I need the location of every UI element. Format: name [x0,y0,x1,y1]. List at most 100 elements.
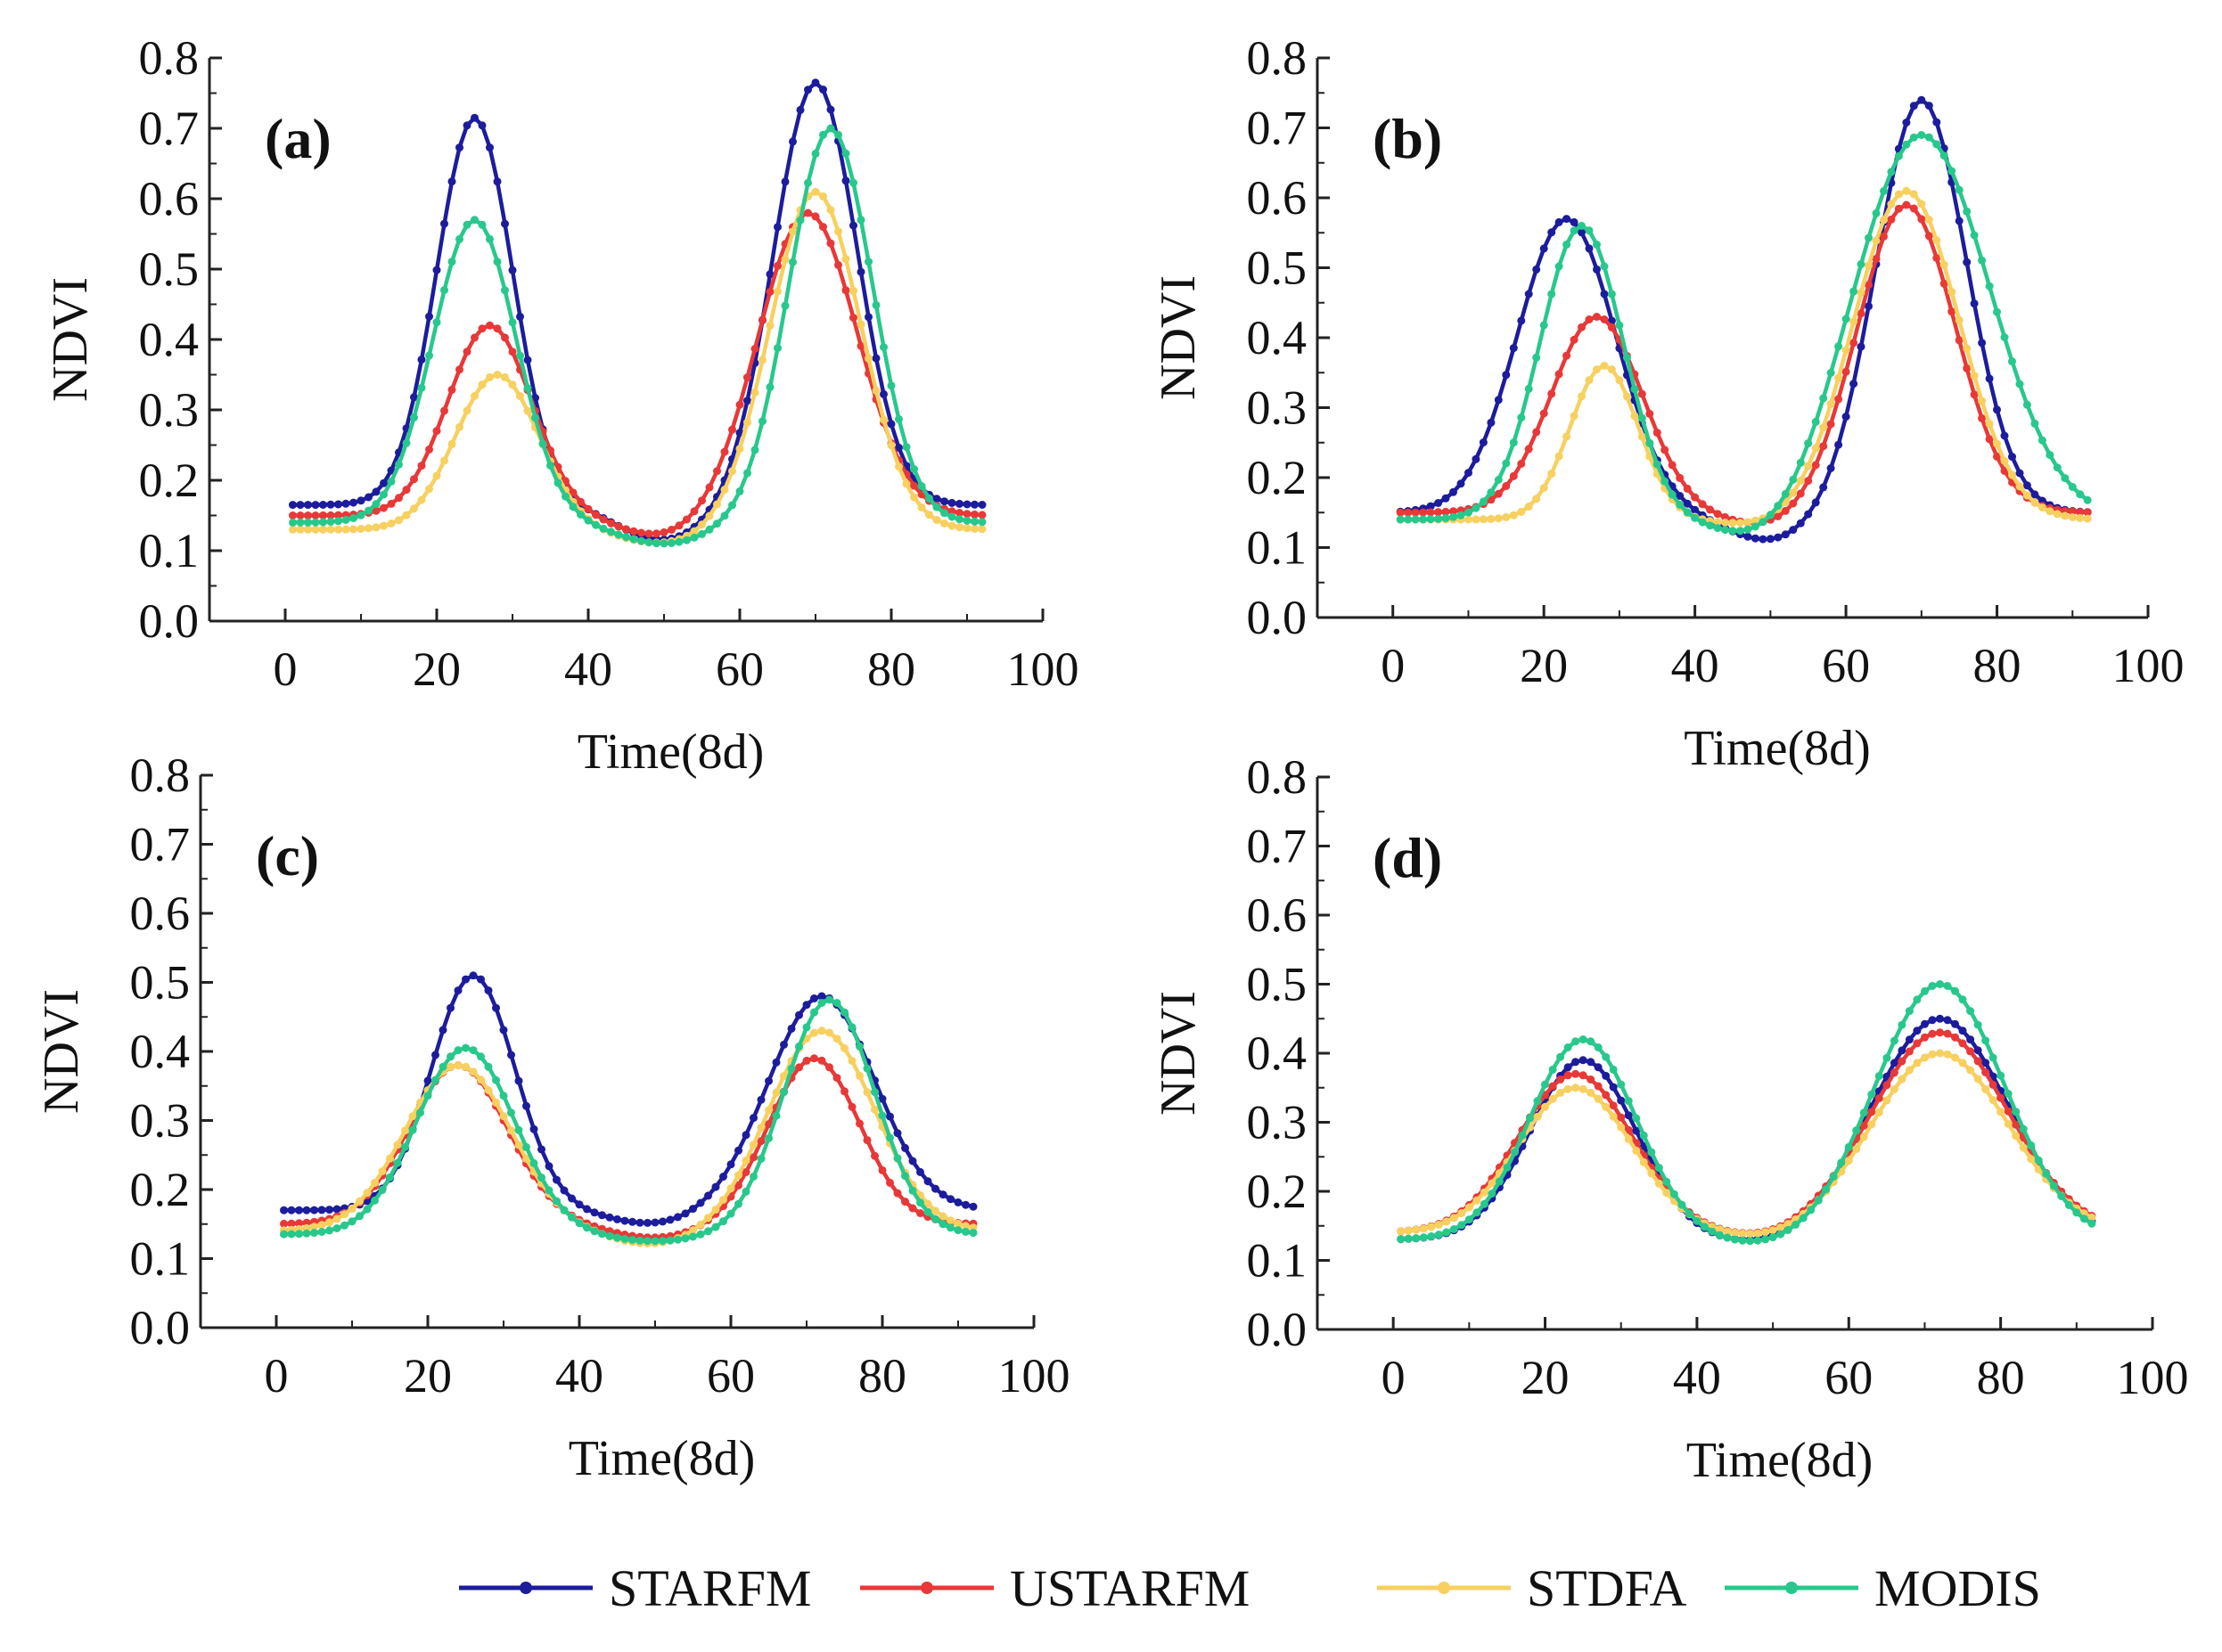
data-point [1826,420,1835,429]
data-point [1539,484,1548,492]
data-point [1985,282,1994,290]
data-point [1796,519,1805,527]
series-ustarfm [1396,200,2092,527]
data-point [1426,515,1435,524]
data-point [1585,315,1594,323]
data-point [386,1173,394,1182]
data-point [484,1086,493,1094]
data-point [1404,508,1413,517]
data-point [1761,1228,1770,1237]
data-point [462,1062,470,1071]
y-tick-label: 0.5 [1247,958,1308,1011]
data-point [780,1088,788,1097]
data-point [1867,1120,1876,1129]
data-point [1594,1094,1603,1103]
data-point [1781,530,1790,539]
data-point [841,286,850,295]
data-point [954,1219,963,1228]
data-point [477,1075,485,1084]
data-point [311,525,320,534]
data-point [560,1206,569,1214]
data-point [1685,1209,1693,1218]
data-point [1936,1049,1944,1058]
data-point [880,415,888,424]
data-point [1913,1059,1922,1067]
data-point [674,1213,682,1222]
data-point [1963,364,1972,372]
data-point [380,503,388,512]
data-point [425,485,433,494]
data-point [923,1177,932,1186]
data-point [1587,1037,1595,1046]
data-point [817,992,826,1001]
data-point [1917,95,1926,104]
data-point [750,1141,758,1149]
data-point [1928,1029,1937,1038]
data-point [644,1218,652,1227]
data-point [1951,1019,1959,1028]
data-point [872,354,881,363]
data-point [689,1232,697,1241]
data-point [1898,1057,1906,1066]
data-point [780,1040,788,1049]
data-point [2027,1141,2036,1149]
data-point [1456,479,1465,488]
data-point [1624,1134,1633,1143]
data-point [1743,532,1752,541]
data-point [1533,1112,1542,1121]
data-point [372,500,381,509]
data-point [1578,1071,1587,1080]
data-point [825,1063,833,1072]
data-point [1494,514,1503,523]
data-point [393,1158,402,1167]
data-point [1683,499,1692,508]
data-point [2004,1107,2013,1116]
x-tick-label: 40 [564,642,612,696]
data-point [719,1196,727,1204]
data-point [341,525,350,534]
data-point [1723,1227,1732,1236]
data-point [440,406,448,415]
data-point [1834,373,1843,382]
x-axis-title: Time(8d) [1686,1433,1874,1488]
data-point [425,351,433,360]
data-point [849,178,857,187]
data-point [819,223,827,232]
y-tick-label: 0.4 [1247,1026,1308,1080]
data-point [2030,490,2039,499]
data-point [296,501,305,510]
data-point [516,351,524,360]
data-point [507,1051,515,1059]
data-point [925,494,933,503]
data-point [635,1236,644,1245]
data-point [423,1092,432,1100]
data-point [1882,1081,1891,1090]
data-point [720,486,729,494]
data-point [765,1076,773,1085]
data-point [1898,1046,1906,1055]
data-point [713,500,721,509]
y-tick-label: 0.6 [1247,171,1308,225]
data-point [341,516,350,524]
data-point [1532,428,1541,437]
data-point [901,1172,909,1181]
data-point [1548,1094,1557,1103]
data-point [1494,476,1503,484]
data-point [735,400,744,409]
data-point [1859,1133,1868,1141]
data-point [462,975,470,984]
data-point [895,444,903,452]
data-point [1517,459,1526,468]
data-point [696,1198,705,1207]
data-point [681,1234,690,1243]
data-point [795,1010,803,1019]
data-point [825,995,833,1004]
data-point [499,1026,508,1035]
data-point [1630,385,1639,394]
data-point [417,383,426,392]
data-point [819,86,827,94]
data-point [1624,1097,1633,1106]
data-point [1905,1035,1914,1044]
y-tick-label: 0.3 [1247,1096,1308,1149]
data-point [1645,438,1654,447]
